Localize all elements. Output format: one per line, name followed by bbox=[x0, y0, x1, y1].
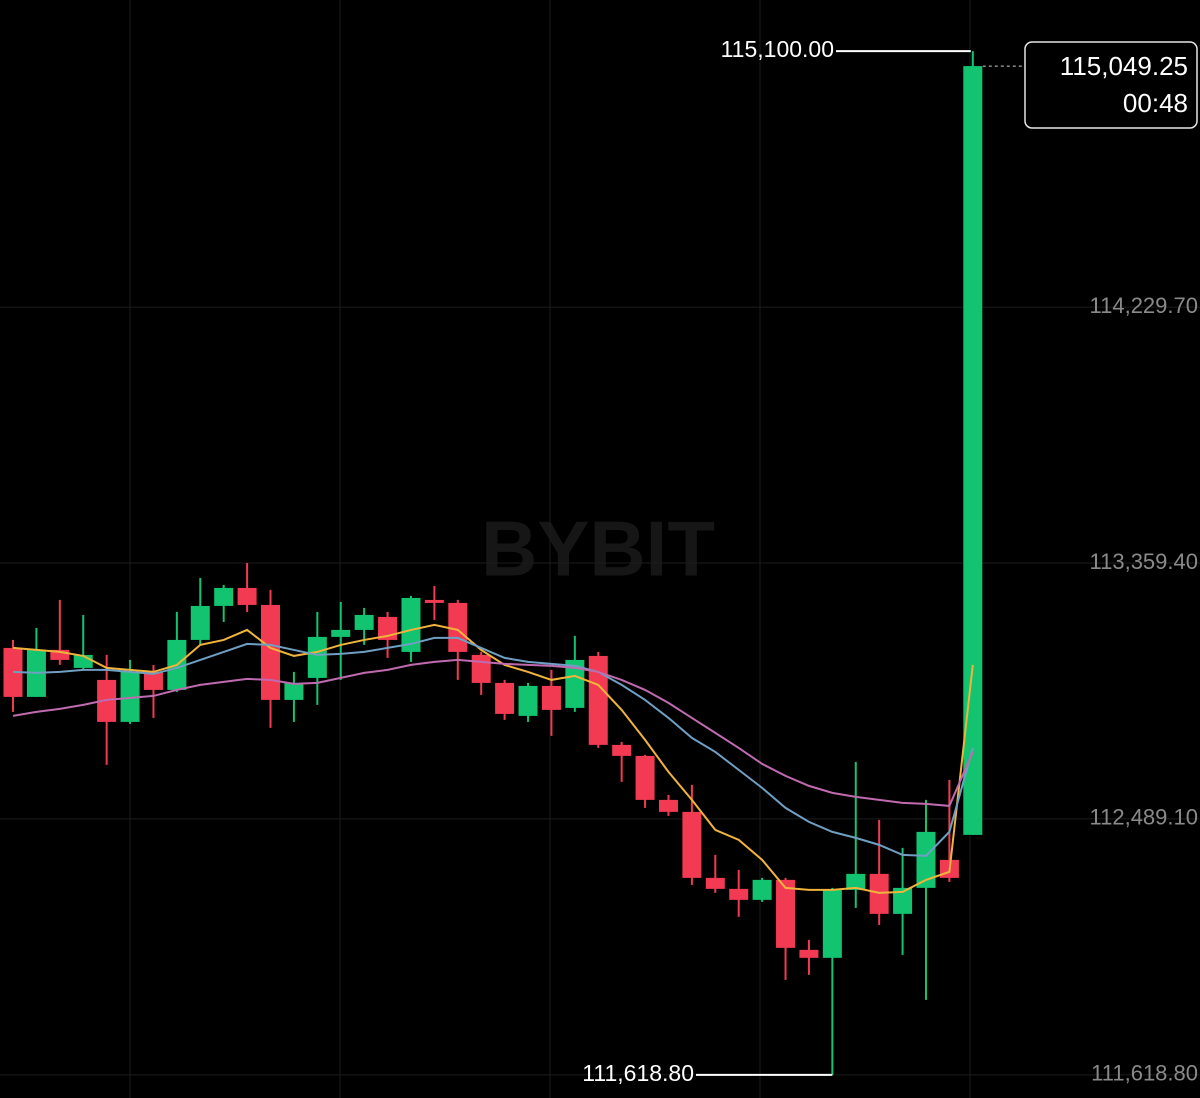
candle-body bbox=[612, 744, 632, 756]
y-tick-label: 113,359.40 bbox=[1090, 549, 1198, 574]
candle-body bbox=[916, 831, 936, 888]
candle-body bbox=[846, 873, 866, 890]
candle-body bbox=[237, 587, 257, 605]
moving-average-line bbox=[12, 658, 974, 807]
candle-body bbox=[588, 655, 608, 745]
candle-body bbox=[284, 682, 304, 700]
candle-body bbox=[682, 811, 702, 878]
high-marker-label: 115,100.00 bbox=[721, 36, 834, 62]
candle-body bbox=[50, 649, 70, 660]
y-tick-label: 114,229.70 bbox=[1090, 293, 1198, 318]
candle-body bbox=[799, 949, 819, 958]
last-price-label: 115,049.25 bbox=[1060, 51, 1188, 81]
candle-body bbox=[893, 887, 913, 914]
low-marker-label: 111,618.80 bbox=[582, 1060, 694, 1086]
candle-body bbox=[354, 614, 374, 630]
candle-body bbox=[541, 685, 561, 710]
candle-body bbox=[658, 799, 678, 812]
moving-average-line bbox=[12, 636, 974, 857]
watermark: BYBIT bbox=[481, 505, 715, 593]
candle-body bbox=[565, 659, 585, 708]
candle-body bbox=[635, 755, 655, 800]
last-price-box bbox=[1024, 41, 1198, 129]
candle-body bbox=[776, 879, 796, 948]
y-tick-label: 111,618.80 bbox=[1091, 1061, 1198, 1086]
candle-body bbox=[471, 654, 491, 683]
candle-body bbox=[261, 604, 281, 700]
candle-body bbox=[424, 599, 444, 603]
moving-average-line bbox=[12, 623, 974, 894]
candle-body bbox=[729, 888, 749, 900]
countdown: 00:48 bbox=[1123, 88, 1188, 118]
candle-body bbox=[214, 587, 234, 606]
candle-body bbox=[331, 629, 351, 637]
candle-body bbox=[705, 877, 725, 889]
candle-body bbox=[401, 597, 421, 652]
candle-body bbox=[448, 602, 468, 652]
y-tick-label: 112,489.10 bbox=[1090, 805, 1198, 830]
candle-body bbox=[518, 685, 538, 716]
candle-body bbox=[190, 605, 210, 640]
candle-body bbox=[752, 879, 772, 900]
candle-body bbox=[143, 671, 163, 690]
candle-body bbox=[495, 682, 515, 714]
candle-body bbox=[963, 66, 983, 835]
candle-body bbox=[822, 889, 842, 958]
candle-body bbox=[307, 636, 327, 678]
